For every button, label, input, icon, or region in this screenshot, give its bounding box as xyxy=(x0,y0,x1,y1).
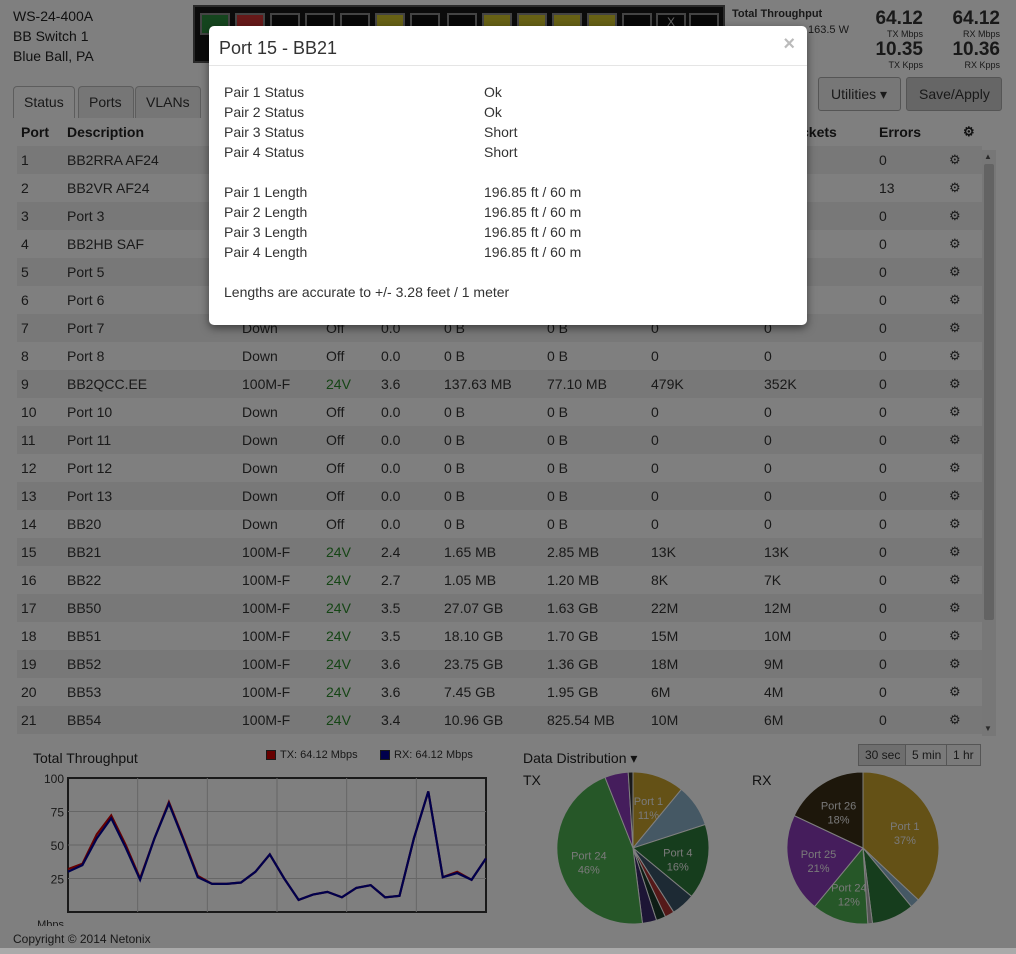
modal-row-value: 196.85 ft / 60 m xyxy=(484,184,582,200)
modal-row-value: 196.85 ft / 60 m xyxy=(484,204,582,220)
modal-row-value: Short xyxy=(484,144,518,160)
modal-row-label: Pair 1 Length xyxy=(224,184,308,200)
modal-row-label: Pair 4 Status xyxy=(224,144,305,160)
modal-row-label: Pair 2 Length xyxy=(224,204,308,220)
modal-row-label: Pair 4 Length xyxy=(224,244,308,260)
modal-row-label: Pair 2 Status xyxy=(224,104,305,120)
modal-row-value: Ok xyxy=(484,104,502,120)
modal-accuracy-note: Lengths are accurate to +/- 3.28 feet / … xyxy=(224,284,510,300)
taskbar xyxy=(0,948,1016,954)
modal-row-value: 196.85 ft / 60 m xyxy=(484,224,582,240)
modal-divider xyxy=(209,65,807,66)
modal-title: Port 15 - BB21 xyxy=(219,38,338,58)
modal-row-label: Pair 1 Status xyxy=(224,84,305,100)
modal-row-label: Pair 3 Length xyxy=(224,224,308,240)
port-cable-test-modal: Port 15 - BB21 × Pair 1 Status Ok Pair 2 S… xyxy=(209,26,807,325)
modal-row-value: Short xyxy=(484,124,518,140)
close-icon[interactable]: × xyxy=(783,33,795,55)
modal-row-value: Ok xyxy=(484,84,502,100)
modal-row-value: 196.85 ft / 60 m xyxy=(484,244,582,260)
modal-row-label: Pair 3 Status xyxy=(224,124,305,140)
